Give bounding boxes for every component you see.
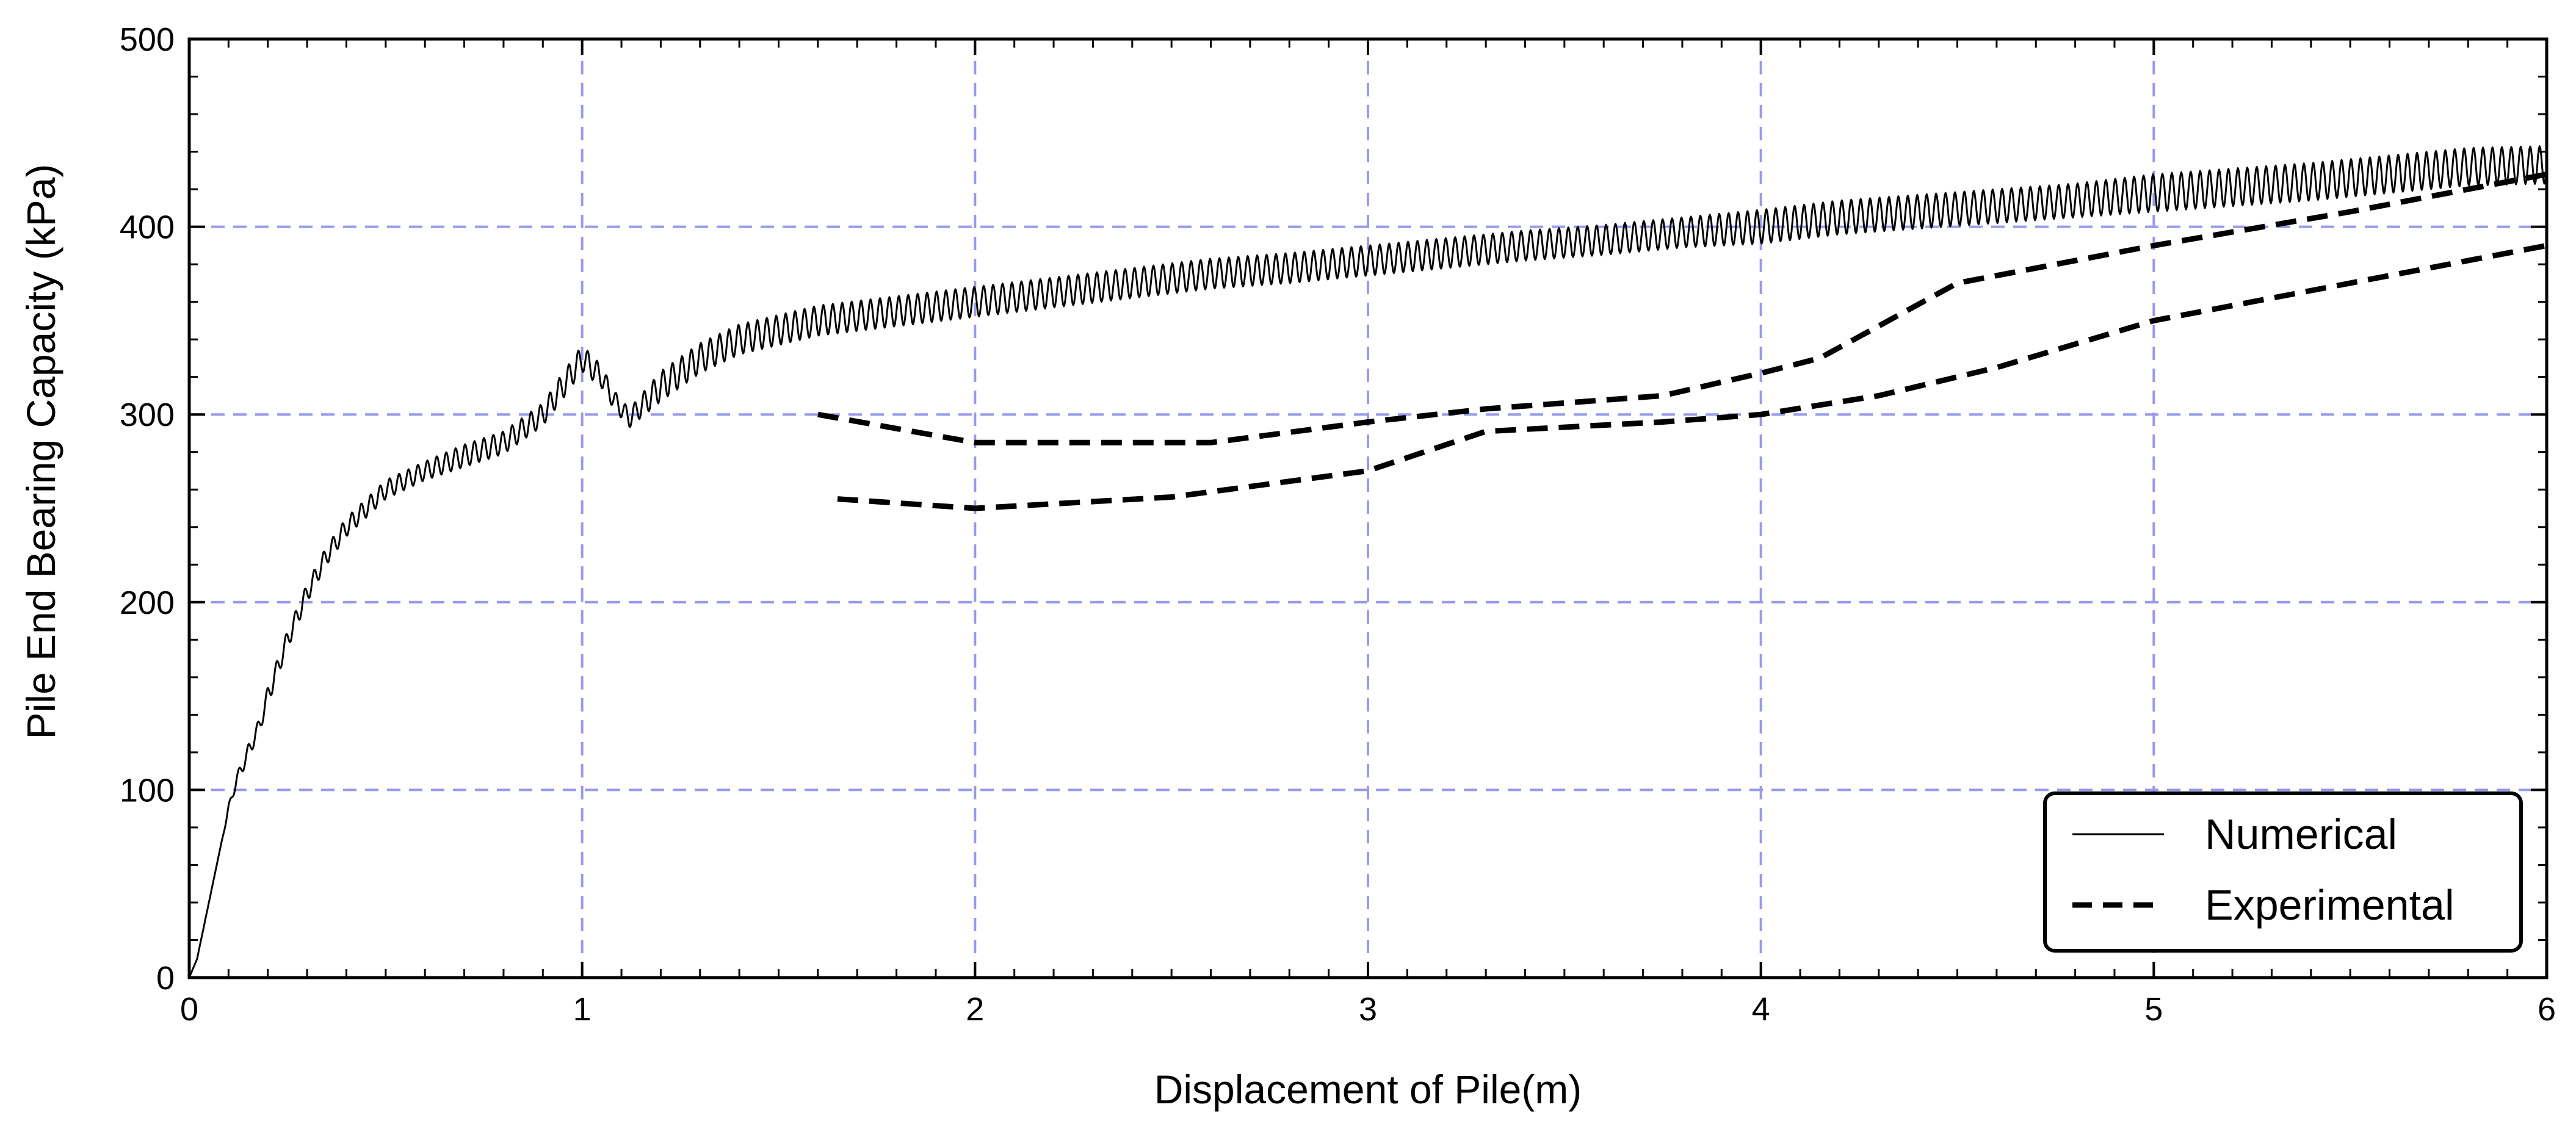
y-tick-label: 200 — [120, 585, 175, 621]
x-tick-label: 2 — [966, 991, 984, 1028]
series-layer — [188, 145, 2548, 978]
grid — [189, 39, 2547, 978]
y-axis-title: Pile End Bearing Capacity (kPa) — [18, 164, 63, 740]
y-tick-label: 0 — [156, 960, 175, 997]
y-tick-label: 500 — [120, 21, 175, 58]
x-tick-label: 0 — [180, 991, 198, 1028]
x-tick-label: 5 — [2144, 991, 2163, 1028]
y-tick-label: 100 — [120, 772, 175, 809]
plot-frame — [187, 37, 2549, 979]
tick-labels: 0 1 2 3 4 5 6 0 100 200 300 400 500 — [120, 21, 2556, 1028]
legend: Numerical Experimental — [2043, 791, 2523, 953]
x-tick-label: 4 — [1752, 991, 1770, 1028]
series-line-numerical — [188, 145, 2548, 978]
legend-box — [2043, 791, 2523, 953]
x-tick-label: 3 — [1359, 991, 1377, 1028]
x-tick-label: 6 — [2538, 991, 2556, 1028]
legend-label-experimental: Experimental — [2205, 881, 2455, 929]
legend-label-numerical: Numerical — [2205, 810, 2397, 858]
x-axis-title: Displacement of Pile(m) — [1154, 1067, 1582, 1112]
series-line-experimental-1 — [817, 171, 2547, 445]
y-tick-label: 400 — [120, 209, 175, 246]
x-tick-label: 1 — [573, 991, 592, 1028]
y-tick-label: 300 — [120, 397, 175, 433]
series-line-experimental-2 — [837, 242, 2547, 511]
